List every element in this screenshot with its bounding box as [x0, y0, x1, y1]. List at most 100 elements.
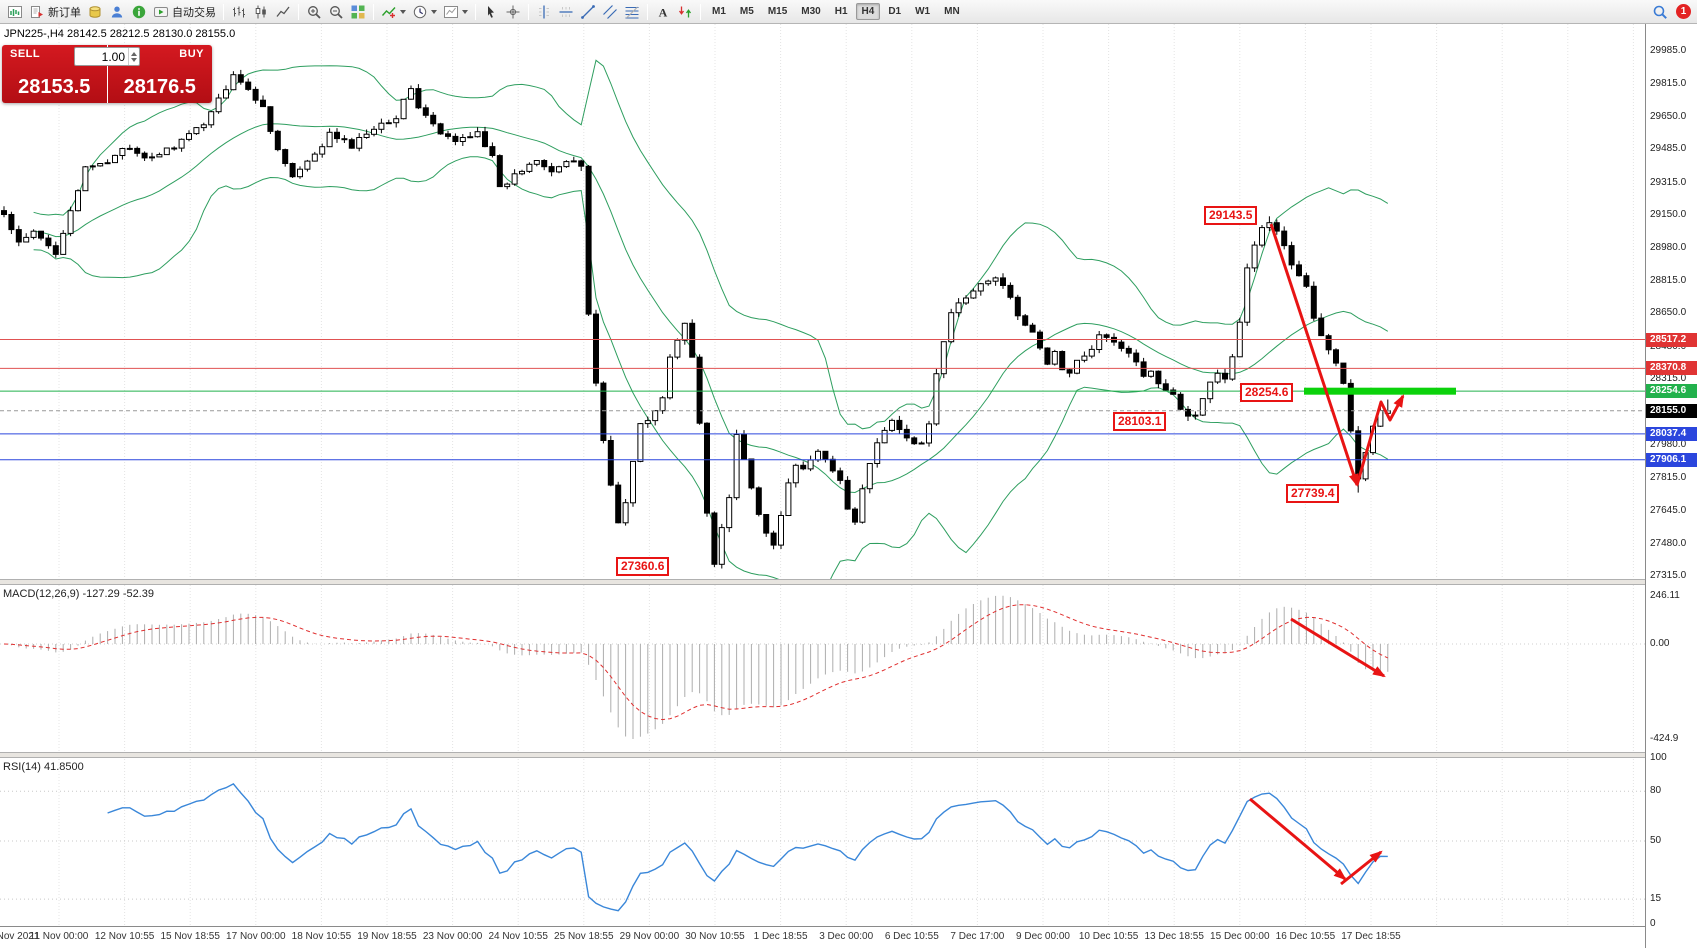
- top-toolbar: 新订单 自动交易 A M1 M5 M15 M30 H1 H4 D1 W1 MN 1: [0, 0, 1697, 24]
- toolbar-separator: [223, 3, 224, 20]
- rsi-axis-label: 50: [1650, 835, 1662, 846]
- toolbar-separator: [528, 3, 529, 20]
- timeframe-button-d1[interactable]: D1: [888, 6, 902, 17]
- date-tick: 12 Nov 10:55: [94, 931, 155, 942]
- date-tick: 17 Nov 00:00: [226, 931, 286, 942]
- time-axis[interactable]: Nov 2021 11 Nov 00:00 12 Nov 10:55 15 Nov 1…: [0, 926, 1645, 948]
- horizontal-line-button[interactable]: [555, 2, 577, 22]
- fibonacci-button[interactable]: [621, 2, 643, 22]
- date-tick: 10 Dec 10:55: [1078, 931, 1139, 942]
- price-level-box: 28037.4: [1646, 426, 1697, 441]
- rsi-axis-label: 80: [1650, 785, 1662, 797]
- line-chart-icon: [276, 6, 290, 17]
- price-tick: 29150.0: [1650, 208, 1687, 220]
- new-order-button[interactable]: 新订单: [26, 2, 84, 22]
- chart-canvas[interactable]: [0, 0, 1645, 926]
- price-annotation: 27360.6: [616, 557, 670, 576]
- price-tick: 29815.0: [1650, 78, 1687, 90]
- zoom-out-button[interactable]: [325, 2, 347, 22]
- indicators-icon: [381, 6, 396, 18]
- text-button[interactable]: A: [652, 2, 674, 22]
- date-tick: 13 Dec 18:55: [1144, 931, 1204, 942]
- price-tick: 28650.0: [1650, 307, 1687, 319]
- cursor-icon: [488, 5, 494, 18]
- autotrading-button-label: 自动交易: [172, 6, 216, 19]
- step-down-icon[interactable]: [131, 57, 137, 62]
- price-level-box: 27906.1: [1646, 452, 1697, 467]
- history-center-button[interactable]: [84, 2, 106, 22]
- tile-windows-button[interactable]: [347, 2, 369, 22]
- search-button[interactable]: [1649, 2, 1671, 22]
- crosshair-button[interactable]: [502, 2, 524, 22]
- rsi-axis-label: 15: [1650, 893, 1662, 905]
- price-level-box: 28517.2: [1646, 332, 1697, 347]
- periods-button[interactable]: [409, 2, 440, 22]
- panel-splitter-macd[interactable]: [0, 579, 1645, 585]
- rsi-indicator-label: RSI(14) 41.8500: [3, 761, 84, 773]
- timeframe-button-h4[interactable]: H4: [855, 3, 881, 20]
- price-level-box: 28370.8: [1646, 361, 1697, 376]
- price-annotation: 28103.1: [1113, 412, 1167, 431]
- chart-window-icon: [8, 5, 22, 18]
- timeframe-button-mn[interactable]: MN: [944, 6, 960, 17]
- zoom-out-icon: [330, 5, 343, 19]
- data-window-button[interactable]: [128, 2, 150, 22]
- timeframe-button-m15[interactable]: M15: [767, 6, 788, 17]
- profiles-button[interactable]: [106, 2, 128, 22]
- date-tick: Nov 2021: [0, 931, 40, 942]
- rsi-axis-label: 100: [1650, 752, 1667, 763]
- toolbar-separator: [700, 3, 701, 20]
- price-axis[interactable]: 29985.0 29815.0 29650.0 29485.0 29315.0 29150…: [1645, 24, 1697, 948]
- price-annotation: 28254.6: [1240, 383, 1294, 402]
- macd-axis-label: 0.00: [1650, 638, 1670, 649]
- candlestick-chart-button[interactable]: [250, 2, 272, 22]
- indicators-button[interactable]: [378, 2, 409, 22]
- buy-label: BUY: [179, 48, 204, 60]
- timeframe-button-h1[interactable]: H1: [834, 6, 848, 17]
- new-chart-button[interactable]: [4, 2, 26, 22]
- trendline-button[interactable]: [577, 2, 599, 22]
- date-tick: 24 Nov 10:55: [488, 931, 548, 942]
- price-tick: 27815.0: [1650, 471, 1687, 483]
- bars-chart-icon: [233, 6, 245, 17]
- templates-button[interactable]: [440, 2, 471, 22]
- zoom-in-button[interactable]: [303, 2, 325, 22]
- macd-axis-label: -424.9: [1650, 733, 1679, 744]
- arrows-button[interactable]: [674, 2, 696, 22]
- timeframe-button-w1[interactable]: W1: [915, 6, 931, 17]
- date-tick: 11 Nov 00:00: [29, 931, 89, 942]
- panel-splitter-rsi[interactable]: [0, 752, 1645, 758]
- date-tick: 1 Dec 18:55: [753, 931, 808, 942]
- cursor-button[interactable]: [480, 2, 502, 22]
- fibonacci-icon: [625, 6, 639, 18]
- macd-indicator-label: MACD(12,26,9) -127.29 -52.39: [3, 588, 155, 600]
- channel-button[interactable]: [599, 2, 621, 22]
- volume-input[interactable]: 1.00: [74, 47, 140, 66]
- macd-down-arrow: [1290, 617, 1386, 678]
- toolbar-separator: [647, 3, 648, 20]
- date-tick: 18 Nov 10:55: [291, 931, 352, 942]
- toolbar-right: 1: [1649, 2, 1693, 22]
- autotrading-button[interactable]: 自动交易: [150, 2, 219, 22]
- notification-badge[interactable]: 1: [1676, 4, 1691, 19]
- toolbar-buttons: 新订单 自动交易 A M1 M5 M15 M30 H1 H4 D1 W1 MN: [4, 2, 967, 22]
- price-level-box: 28254.6: [1646, 384, 1697, 399]
- date-tick: 6 Dec 10:55: [884, 931, 939, 942]
- caret-down-icon: [462, 9, 468, 14]
- line-chart-button[interactable]: [272, 2, 294, 22]
- volume-stepper[interactable]: [128, 48, 139, 65]
- channel-icon: [603, 4, 617, 19]
- price-tick: 28315.0: [1650, 373, 1687, 385]
- date-tick: 30 Nov 10:55: [685, 931, 745, 942]
- vertical-line-button[interactable]: [533, 2, 555, 22]
- timeframe-button-m5[interactable]: M5: [739, 6, 754, 17]
- bar-chart-button[interactable]: [228, 2, 250, 22]
- candles-chart-icon: [255, 5, 266, 18]
- new-order-icon: [31, 5, 43, 18]
- zoom-in-icon: [308, 5, 321, 19]
- timeframe-button-m1[interactable]: M1: [712, 6, 726, 17]
- rsi-down-arrow: [1249, 797, 1347, 881]
- timeframe-button-m30[interactable]: M30: [801, 6, 821, 17]
- price-level-box: 28155.0: [1646, 403, 1697, 418]
- step-up-icon[interactable]: [131, 51, 137, 56]
